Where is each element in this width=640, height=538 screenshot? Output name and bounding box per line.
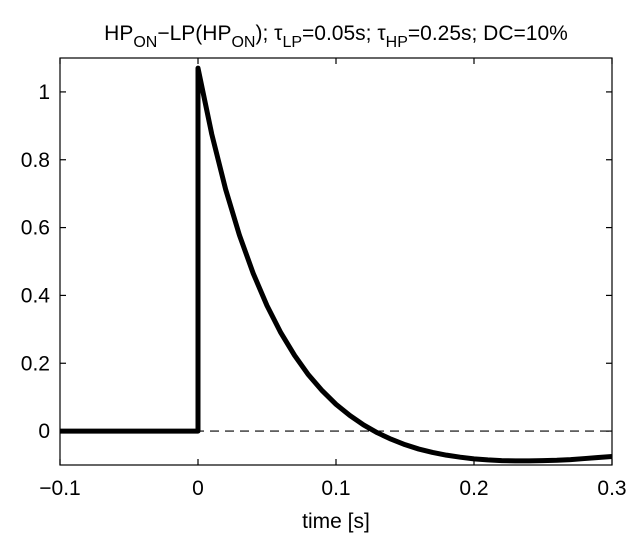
x-tick-label: 0 xyxy=(192,477,204,500)
tick-labels: −0.1 0 0.1 0.2 0.3 0 0.2 0.4 0.6 0.8 1 xyxy=(21,81,627,500)
y-tick-label: 0.2 xyxy=(21,352,50,375)
y-tick-label: 1 xyxy=(38,81,50,104)
y-tick-label: 0 xyxy=(38,420,50,443)
chart-title-part: −LP(HP xyxy=(157,22,231,45)
chart-title: HPON−LP(HPON); τLP=0.05s; τHP=0.25s; DC=… xyxy=(104,22,568,51)
y-tick-label: 0.4 xyxy=(21,284,51,307)
x-tick-label: 0.1 xyxy=(321,477,350,500)
x-axis-label: time [s] xyxy=(302,510,370,533)
x-tick-label: −0.1 xyxy=(39,477,80,500)
x-tick-label: 0.2 xyxy=(459,477,488,500)
y-tick-label: 0.8 xyxy=(21,149,50,172)
chart-title-part: ON xyxy=(231,34,255,51)
chart-title-part: ON xyxy=(133,34,157,51)
y-tick-label: 0.6 xyxy=(21,217,50,240)
chart-title-part: =0.05s; τ xyxy=(302,22,386,45)
chart-title-part: =0.25s; DC=10% xyxy=(408,22,568,45)
x-tick-label: 0.3 xyxy=(597,477,626,500)
plot-frame xyxy=(59,57,613,466)
chart-title-part: HP xyxy=(386,34,408,51)
chart-title-part: HP xyxy=(104,22,133,45)
series-line xyxy=(60,65,613,464)
chart-title-part: ); τ xyxy=(255,22,283,45)
chart-title-part: LP xyxy=(282,34,302,51)
